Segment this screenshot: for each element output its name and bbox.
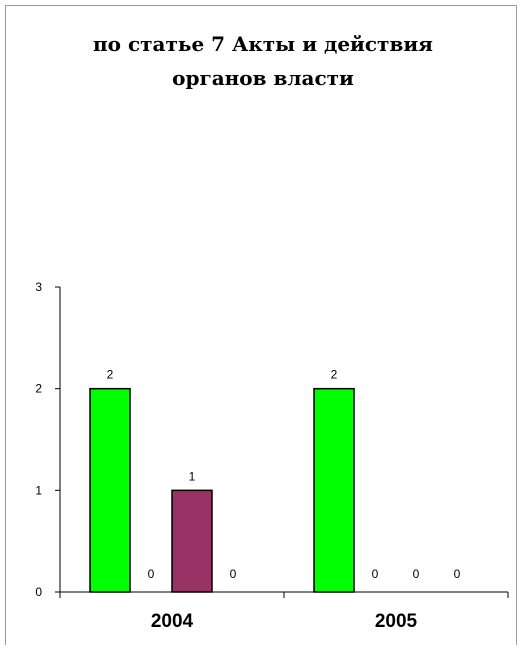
y-tick-label: 0 — [35, 585, 42, 599]
y-tick-label: 1 — [35, 483, 42, 497]
data-label: 1 — [189, 469, 196, 483]
data-label: 0 — [230, 567, 237, 581]
y-tick-label: 2 — [35, 382, 42, 396]
bar — [171, 489, 213, 593]
y-tick-label: 3 — [35, 280, 42, 294]
chart-title-line-2: органов власти — [172, 66, 354, 90]
data-label: 0 — [148, 567, 155, 581]
data-label: 0 — [413, 567, 420, 581]
data-label: 2 — [107, 368, 114, 382]
data-label: 2 — [331, 368, 338, 382]
chart-title-line-1: по статье 7 Акты и действия — [93, 32, 433, 56]
data-label: 0 — [454, 567, 461, 581]
category-label: 2004 — [151, 611, 194, 632]
bar — [89, 387, 131, 593]
category-label: 2005 — [375, 611, 418, 632]
bar — [313, 387, 355, 593]
data-label: 0 — [372, 567, 379, 581]
